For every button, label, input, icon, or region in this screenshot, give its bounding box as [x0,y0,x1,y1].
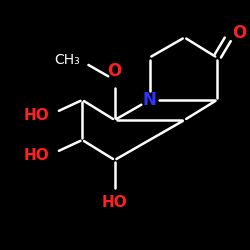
Text: CH₃: CH₃ [54,53,80,67]
Text: HO: HO [24,108,50,122]
Text: HO: HO [24,148,50,162]
Text: HO: HO [102,195,128,210]
Text: O: O [232,24,246,42]
Text: O: O [108,62,122,80]
Text: N: N [143,91,156,109]
